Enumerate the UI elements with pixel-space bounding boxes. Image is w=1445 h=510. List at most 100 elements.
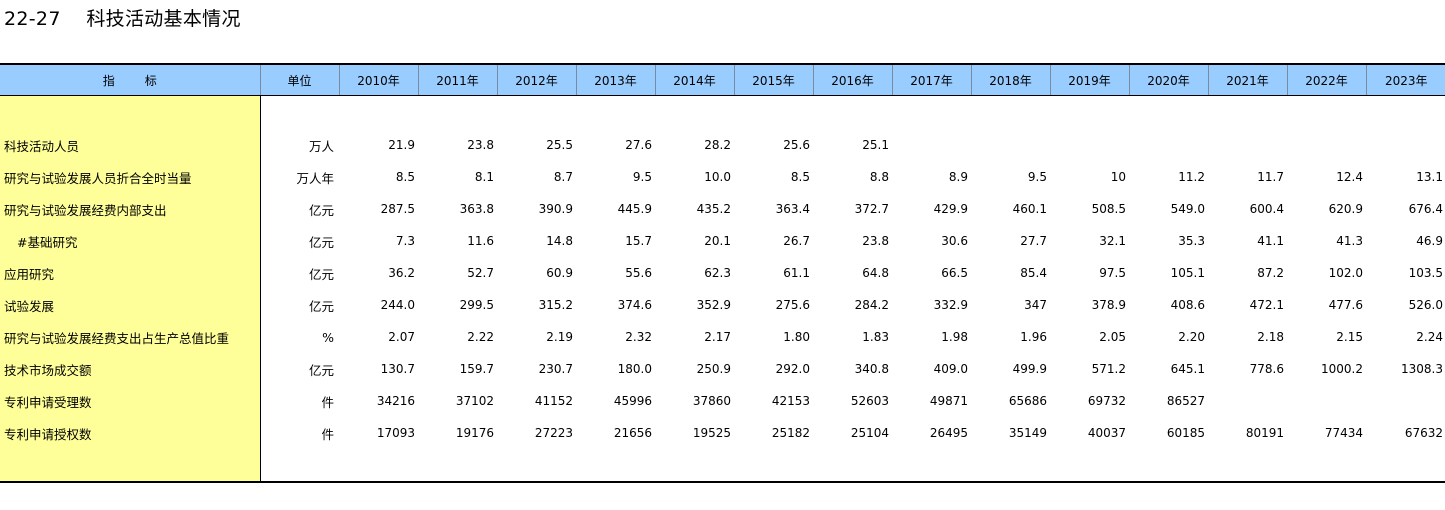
value-cell: 352.9 [696,298,731,312]
value-cell: 34216 [376,394,415,408]
value-cell: 80191 [1245,426,1284,440]
table-row: #基础研究 亿元 7.3 11.6 14.8 15.7 20.1 26.7 23.8 30.6 27… [0,225,1445,257]
value-cell: 105.1 [1170,266,1205,280]
value-cell: 8.5 [790,170,810,184]
value-cell [892,129,971,161]
header-year: 2022年 [1287,63,1367,96]
row-indicator: 科技活动人员 [0,129,261,161]
spacer-row [0,449,1445,483]
value-cell: 2.05 [1099,330,1126,344]
value-cell: 429.9 [933,202,968,216]
value-cell: 41.3 [1336,234,1363,248]
row-unit: % [322,329,334,345]
row-indicator: 研究与试验发展人员折合全时当量 [0,161,261,193]
value-cell: 378.9 [1091,298,1126,312]
value-cell: 13.1 [1416,170,1443,184]
value-cell: 21656 [613,426,652,440]
value-cell [1366,385,1445,417]
value-cell: 2.17 [704,330,731,344]
value-cell: 52603 [850,394,889,408]
row-unit: 件 [321,394,334,410]
value-cell: 435.2 [696,202,731,216]
row-indicator: #基础研究 [0,225,261,257]
value-cell: 25.1 [862,138,889,152]
header-year: 2010年 [339,63,419,96]
header-indicator: 指标 [0,63,261,96]
header-year: 2011年 [418,63,498,96]
value-cell: 66.5 [941,266,968,280]
value-cell: 180.0 [617,362,652,376]
value-cell: 374.6 [617,298,652,312]
value-cell: 23.8 [467,138,494,152]
header-year: 2020年 [1129,63,1209,96]
value-cell: 30.6 [941,234,968,248]
value-cell: 9.5 [1027,170,1047,184]
value-cell [1208,129,1287,161]
value-cell: 9.5 [632,170,652,184]
value-cell: 20.1 [704,234,731,248]
value-cell: 11.7 [1257,170,1284,184]
value-cell: 61.1 [783,266,810,280]
value-cell: 363.4 [775,202,810,216]
value-cell: 69732 [1087,394,1126,408]
value-cell: 549.0 [1170,202,1205,216]
value-cell: 10.0 [704,170,731,184]
row-unit: 亿元 [308,266,334,282]
value-cell: 347 [1024,298,1047,312]
value-cell: 620.9 [1328,202,1363,216]
row-indicator: 研究与试验发展经费内部支出 [0,193,261,225]
table-row: 试验发展 亿元 244.0 299.5 315.2 374.6 352.9 275.6 284.… [0,289,1445,321]
value-cell: 499.9 [1012,362,1047,376]
row-unit: 万人 [308,138,334,154]
row-unit: 件 [321,426,334,442]
value-cell: 299.5 [459,298,494,312]
value-cell: 460.1 [1012,202,1047,216]
value-cell: 11.2 [1178,170,1205,184]
value-cell: 55.6 [625,266,652,280]
value-cell [1050,129,1129,161]
value-cell: 315.2 [538,298,573,312]
value-cell: 62.3 [704,266,731,280]
value-cell [1208,385,1287,417]
row-unit: 亿元 [308,234,334,250]
value-cell: 332.9 [933,298,968,312]
table-row: 技术市场成交额 亿元 130.7 159.7 230.7 180.0 250.9 292.0 3… [0,353,1445,385]
value-cell: 1.83 [862,330,889,344]
value-cell: 11.6 [467,234,494,248]
value-cell: 25.6 [783,138,810,152]
value-cell: 230.7 [538,362,573,376]
row-indicator: 专利申请受理数 [0,385,261,417]
value-cell: 363.8 [459,202,494,216]
value-cell [971,129,1050,161]
value-cell [1366,129,1445,161]
value-cell: 65686 [1008,394,1047,408]
value-cell: 21.9 [388,138,415,152]
value-cell [1287,129,1366,161]
value-cell: 27.7 [1020,234,1047,248]
row-unit: 万人年 [296,170,334,186]
value-cell: 287.5 [380,202,415,216]
value-cell: 275.6 [775,298,810,312]
spacer-row [0,95,1445,129]
value-cell: 86527 [1166,394,1205,408]
table-row: 应用研究 亿元 36.2 52.7 60.9 55.6 62.3 61.1 64.8 66.5 85… [0,257,1445,289]
value-cell: 2.18 [1257,330,1284,344]
value-cell: 8.7 [553,170,573,184]
value-cell: 600.4 [1249,202,1284,216]
table-row: 专利申请受理数 件 34216 37102 41152 45996 37860 42153 52… [0,385,1445,417]
value-cell: 472.1 [1249,298,1284,312]
value-cell: 508.5 [1091,202,1126,216]
value-cell: 25104 [850,426,889,440]
value-cell: 372.7 [854,202,889,216]
table-row: 研究与试验发展经费支出占生产总值比重% 2.07 2.22 2.19 2.32 2.17 1… [0,321,1445,353]
value-cell: 52.7 [467,266,494,280]
row-unit: 亿元 [308,362,334,378]
value-cell: 8.9 [948,170,968,184]
data-table: 指标 单位 2010年 2011年 2012年 2013年 2014年 2015… [0,63,1445,483]
value-cell: 250.9 [696,362,731,376]
value-cell: 41152 [534,394,573,408]
value-cell: 2.20 [1178,330,1205,344]
value-cell: 526.0 [1408,298,1443,312]
value-cell: 7.3 [395,234,415,248]
value-cell: 28.2 [704,138,731,152]
